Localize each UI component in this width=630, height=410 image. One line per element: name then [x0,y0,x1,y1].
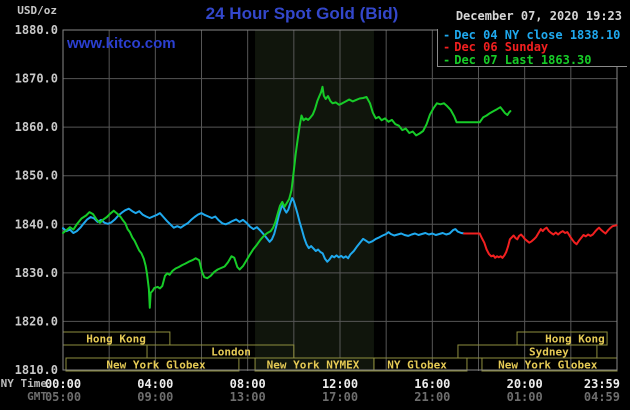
gmt-tick-label: 09:00 [137,390,173,404]
session-label: New York Globex [106,359,206,372]
legend-dash-dec07: - [443,52,451,67]
series-line-dec06 [463,224,618,259]
plot-frame [62,29,618,371]
y-tick-label: 1880.0 [15,23,58,37]
legend-label-dec07: Dec 07 Last 1863.30 [454,52,592,67]
gmt-axis-caption: GMT [27,390,47,403]
gmt-tick-label: 01:00 [507,390,543,404]
session-label: Hong Kong [86,333,146,346]
gmt-tick-label: 05:00 [45,390,81,404]
session-label: Sydney [529,346,569,359]
chart-timestamp: December 07, 2020 19:23 [455,9,622,23]
y-tick-label: 1850.0 [15,169,58,183]
session-box [373,357,468,372]
ny-time-tick-label: 16:00 [414,377,450,391]
y-tick-label: 1810.0 [15,363,58,377]
legend-item-dec04: - Dec 04 NY close 1838.10 [443,28,627,42]
session-label: Hong Kong [545,333,605,346]
gmt-tick-label: 21:00 [414,390,450,404]
y-tick-label: 1860.0 [15,120,58,134]
legend-dash-dec04: - [443,28,451,42]
ny-time-tick-label: 23:59 [584,377,620,391]
session-label: New York Globex [498,359,598,372]
session-label: New York NYMEX [267,359,360,372]
nymex-session-band [255,30,374,370]
session-label: NY Globex [387,359,447,372]
legend-dash-dec06: - [443,40,451,55]
kitco-watermark-link[interactable]: www.kitco.com [67,35,176,52]
y-tick-label: 1830.0 [15,266,58,280]
y-axis-units-label: USD/oz [17,4,57,17]
gmt-tick-label: 04:59 [584,390,620,404]
page-title: 24 Hour Spot Gold (Bid) [205,4,399,23]
ny-time-tick-label: 08:00 [230,377,266,391]
legend-box: - Dec 04 NY close 1838.10 - Dec 06 Sunday … [437,29,627,67]
gmt-tick-label: 13:00 [230,390,266,404]
session-box [65,357,240,372]
session-label: London [211,346,251,359]
ny-time-tick-label: 00:00 [45,377,81,391]
gmt-tick-label: 17:00 [322,390,358,404]
y-tick-label: 1820.0 [15,314,58,328]
ny-time-tick-label: 20:00 [507,377,543,391]
ny-time-tick-label: 12:00 [322,377,358,391]
ny-time-axis-caption: NY Time [0,377,47,390]
legend-label-dec04: Dec 04 NY close 1838.10 [454,28,621,42]
legend-item-dec06: - Dec 06 Sunday [443,40,627,55]
legend-item-dec07: - Dec 07 Last 1863.30 [443,52,627,67]
series-line-dec07 [62,85,512,309]
legend-label-dec06: Dec 06 Sunday [454,40,549,55]
ny-time-tick-label: 04:00 [137,377,173,391]
y-tick-label: 1870.0 [15,72,58,86]
y-tick-label: 1840.0 [15,217,58,231]
